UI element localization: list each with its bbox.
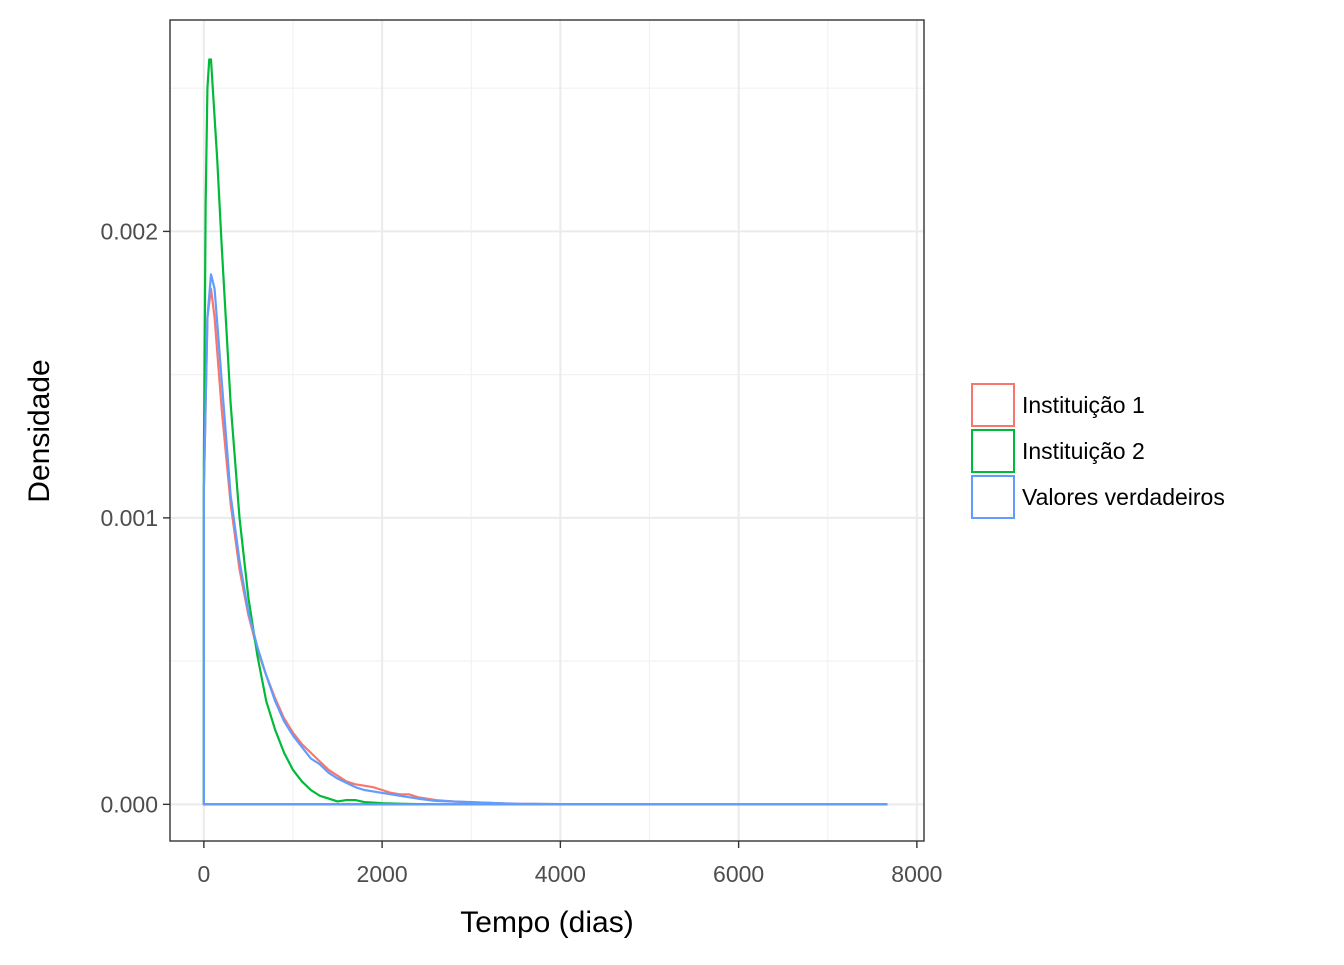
- series-lines: [202, 58, 888, 806]
- y-axis-title: Densidade: [23, 359, 56, 502]
- x-tick-label: 4000: [535, 861, 586, 887]
- x-tick-label: 8000: [891, 861, 942, 887]
- minor-gridlines: [170, 20, 924, 841]
- x-axis-title: Tempo (dias): [460, 906, 633, 939]
- series-line: [202, 273, 888, 806]
- legend-label: Instituição 2: [1022, 438, 1145, 464]
- y-tick-label: 0.001: [100, 505, 158, 531]
- legend-label: Instituição 1: [1022, 392, 1145, 418]
- y-tick-label: 0.002: [100, 218, 158, 244]
- legend-key: [971, 475, 1015, 519]
- legend-key: [971, 383, 1015, 427]
- y-tick-label: 0.000: [100, 791, 158, 817]
- y-axis: 0.000 0.001 0.002: [100, 218, 170, 817]
- x-tick-label: 0: [197, 861, 210, 887]
- legend-label: Valores verdadeiros: [1022, 484, 1225, 510]
- x-tick-label: 2000: [357, 861, 408, 887]
- x-tick-label: 6000: [713, 861, 764, 887]
- x-axis: 0 2000 4000 6000 8000: [197, 841, 942, 887]
- legend: Instituição 1 Instituição 2 Valores verdad…: [971, 383, 1225, 519]
- panel-border: [169, 19, 925, 842]
- legend-key: [971, 429, 1015, 473]
